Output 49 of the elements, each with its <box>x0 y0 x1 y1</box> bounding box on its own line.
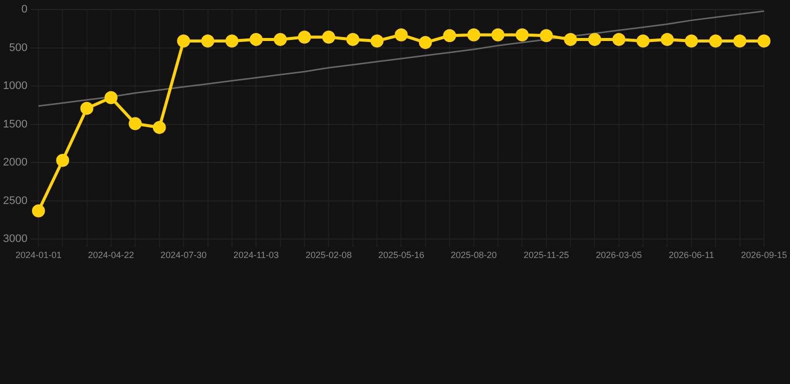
point <box>104 91 118 104</box>
point <box>684 34 698 48</box>
point <box>32 204 45 218</box>
point <box>394 28 408 42</box>
point <box>636 34 650 48</box>
x-tick-label: 2026-03-05 <box>596 250 642 260</box>
x-tick-label: 2025-02-08 <box>306 250 352 260</box>
point <box>660 32 674 46</box>
x-tick-label: 2024-04-22 <box>88 250 134 260</box>
x-tick-label: 2026-09-15 <box>740 250 788 260</box>
y-tick-label: 500 <box>9 42 28 54</box>
y-tick-label: 1000 <box>2 80 28 92</box>
point <box>274 32 287 46</box>
x-tick-label: 2024-01-01 <box>15 250 62 260</box>
x-tick-label: 2024-11-03 <box>233 250 279 260</box>
point <box>564 32 578 46</box>
point <box>443 29 456 42</box>
x-tick-label: 2025-11-25 <box>524 250 570 260</box>
point <box>298 30 311 44</box>
point <box>225 34 238 48</box>
point <box>177 34 190 48</box>
y-tick-label: 2500 <box>2 194 28 207</box>
point <box>757 34 770 48</box>
y-tick-label: 2000 <box>2 156 28 169</box>
x-tick-label: 2026-06-11 <box>668 250 714 260</box>
x-tick-label: 2025-05-16 <box>378 250 424 260</box>
point <box>322 30 336 44</box>
point <box>588 32 602 46</box>
point <box>540 29 553 42</box>
point <box>201 34 214 48</box>
point <box>128 117 142 130</box>
point <box>418 36 432 50</box>
y-tick-label: 0 <box>21 4 28 16</box>
point <box>709 34 722 48</box>
point <box>612 32 626 46</box>
point <box>56 154 70 167</box>
point <box>346 32 360 46</box>
point <box>370 34 384 48</box>
y-tick-label: 3000 <box>2 233 28 246</box>
point <box>491 28 504 42</box>
point <box>516 28 529 42</box>
x-tick-label: 2025-08-20 <box>450 250 497 260</box>
point <box>80 102 94 115</box>
point <box>152 120 166 134</box>
point <box>733 34 746 48</box>
point <box>250 32 263 46</box>
y-tick-label: 1500 <box>2 118 28 130</box>
x-tick-label: 2024-07-30 <box>160 250 207 260</box>
point <box>467 28 480 42</box>
